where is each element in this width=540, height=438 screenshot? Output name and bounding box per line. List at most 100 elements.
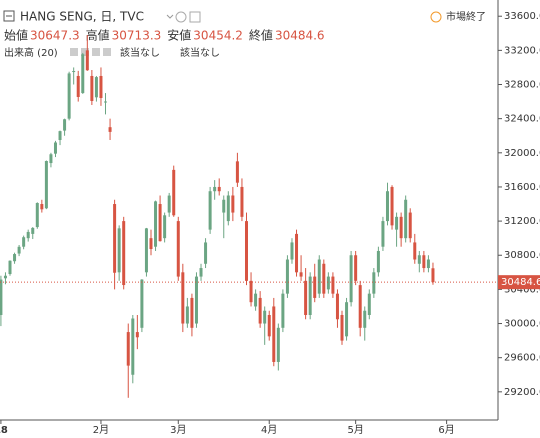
candle-body	[58, 131, 62, 140]
candle-body	[399, 216, 403, 239]
y-tick-label: 31600.0	[504, 182, 540, 193]
y-tick-label: 30000.0	[504, 319, 540, 330]
y-tick-label: 32800.0	[504, 80, 540, 91]
candle-body	[194, 276, 198, 324]
candle-body	[422, 255, 426, 269]
candle-body	[85, 50, 89, 71]
candle-body	[313, 276, 317, 298]
candle-body	[199, 268, 203, 277]
candle-body	[167, 195, 171, 213]
candle-body	[63, 119, 67, 131]
candle-body	[408, 212, 412, 239]
candle-body	[231, 195, 235, 213]
candle-body	[349, 255, 353, 303]
candle-body	[131, 318, 135, 375]
candle-body	[299, 272, 303, 277]
indicator-icon[interactable]	[103, 48, 111, 56]
settings-icon[interactable]	[175, 11, 187, 23]
candle-body	[76, 75, 80, 97]
candle-body	[22, 237, 26, 247]
y-tick-label: 30800.0	[504, 250, 540, 261]
market-status: 市場終了	[446, 10, 486, 23]
y-tick-label: 33200.0	[504, 45, 540, 56]
last-price-box	[498, 275, 540, 290]
candle-body	[135, 332, 139, 338]
candle-body	[317, 259, 321, 294]
ohlc-value: 30454.2	[193, 29, 243, 43]
candle-body	[240, 186, 244, 217]
candle-body	[417, 255, 421, 264]
symbol-title: HANG SENG, 日, TVC	[20, 10, 144, 24]
candle-body	[31, 227, 35, 234]
x-tick-label: 3月	[170, 424, 186, 436]
candle-body	[213, 186, 217, 192]
candle-body	[17, 246, 21, 254]
candle-body	[158, 204, 162, 242]
candle-body	[276, 327, 280, 362]
indicator-icon[interactable]	[92, 48, 100, 56]
y-tick-label: 29600.0	[504, 353, 540, 364]
candle-body	[390, 186, 394, 226]
candle-body	[8, 260, 12, 275]
candle-body	[258, 297, 262, 324]
candle-body	[53, 142, 57, 154]
y-tick-label: 29200.0	[504, 387, 540, 398]
indicator-value: 該当なし	[120, 46, 160, 59]
candle-body	[172, 169, 176, 216]
candle-body	[249, 280, 253, 303]
y-tick-label: 33600.0	[504, 11, 540, 22]
candle-body	[176, 221, 180, 277]
x-tick-label: 5月	[347, 424, 363, 436]
candle-body	[267, 315, 271, 337]
candle-body	[244, 221, 248, 281]
candle-body	[117, 228, 121, 273]
candle-body	[308, 276, 312, 315]
indicator-icon[interactable]	[70, 48, 78, 56]
collapse-icon[interactable]	[3, 10, 15, 22]
candle-body	[290, 242, 294, 260]
ohlc-label: 安値	[167, 28, 191, 43]
candle-body	[367, 293, 371, 315]
y-tick-label: 30400.0	[504, 284, 540, 295]
candle-body	[181, 272, 185, 324]
indicator-icon[interactable]	[81, 48, 89, 56]
candle-body	[358, 285, 362, 328]
ohlc-value: 30484.6	[275, 29, 325, 43]
candle-body	[140, 279, 144, 328]
ohlc-label: 終値	[249, 28, 273, 43]
candle-body	[204, 242, 208, 264]
candle-body	[304, 280, 308, 315]
candle-body	[67, 73, 71, 119]
indicator-name: 出来高 (20)	[4, 46, 58, 59]
candle-body	[104, 101, 108, 103]
indicator-value: 該当なし	[180, 46, 220, 59]
candle-body	[40, 204, 44, 210]
candle-body	[395, 216, 399, 230]
candle-body	[372, 272, 376, 294]
candle-body	[272, 306, 276, 362]
candle-body	[222, 199, 226, 213]
candle-body	[295, 233, 299, 273]
close-icon[interactable]	[189, 11, 201, 23]
candle-body	[235, 161, 239, 183]
candle-body	[154, 201, 158, 247]
candle-body	[185, 306, 189, 324]
candle-body	[163, 215, 167, 239]
candle-body	[144, 228, 148, 273]
ohlc-value: 30713.3	[112, 29, 162, 43]
candle-body	[26, 231, 30, 239]
candle-body	[3, 275, 7, 279]
candle-body	[385, 191, 389, 222]
candle-body	[108, 127, 112, 132]
candle-body	[363, 310, 367, 328]
dropdown-icon[interactable]	[166, 14, 174, 19]
candle-body	[208, 191, 212, 230]
candle-body	[122, 221, 126, 286]
candle-body	[35, 203, 39, 228]
candle-body	[354, 255, 358, 281]
candle-body	[126, 332, 130, 366]
candle-body	[149, 238, 153, 250]
candle-body	[326, 276, 330, 290]
candle-body	[94, 77, 98, 98]
